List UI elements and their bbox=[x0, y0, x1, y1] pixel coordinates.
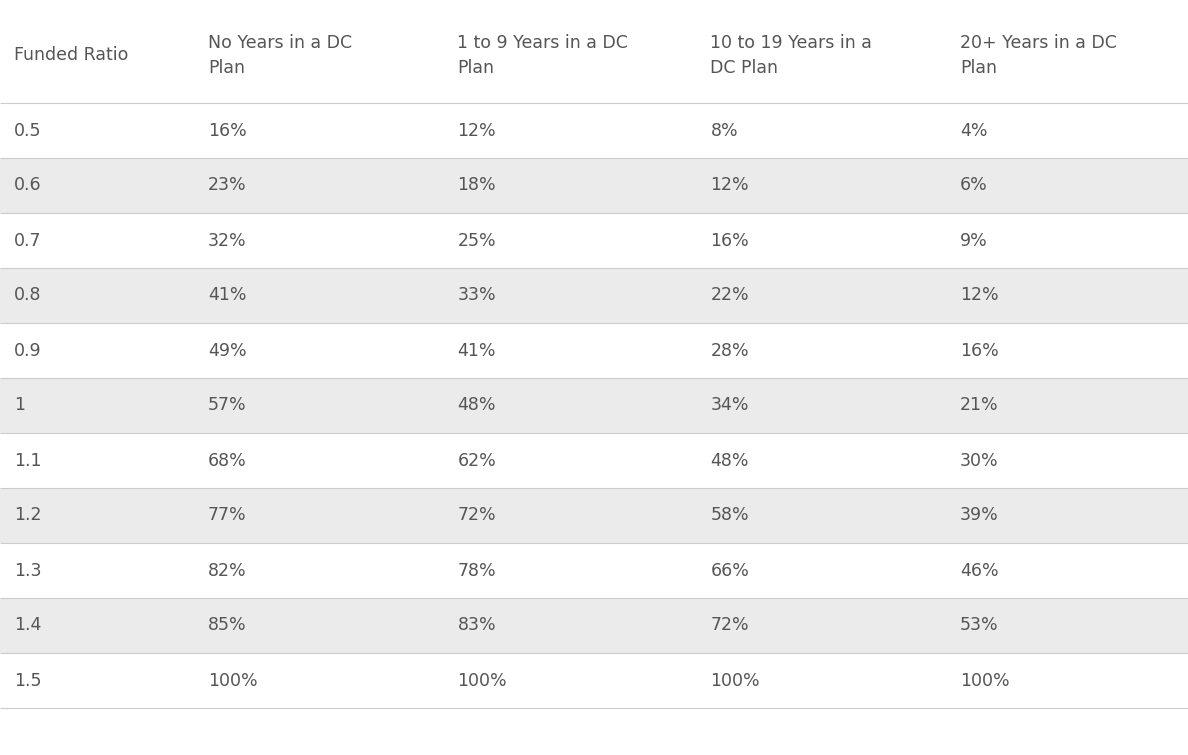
Text: 100%: 100% bbox=[960, 671, 1010, 689]
Text: Funded Ratio: Funded Ratio bbox=[14, 47, 128, 64]
Text: 58%: 58% bbox=[710, 507, 750, 525]
Text: 72%: 72% bbox=[457, 507, 497, 525]
Bar bbox=[0, 213, 1188, 268]
Text: 49%: 49% bbox=[208, 341, 247, 359]
Text: 28%: 28% bbox=[710, 341, 750, 359]
Text: 6%: 6% bbox=[960, 177, 987, 195]
Text: 30%: 30% bbox=[960, 451, 999, 470]
Text: 1.1: 1.1 bbox=[14, 451, 42, 470]
Text: 72%: 72% bbox=[710, 617, 750, 634]
Text: 16%: 16% bbox=[960, 341, 999, 359]
Text: 83%: 83% bbox=[457, 617, 497, 634]
Text: 100%: 100% bbox=[457, 671, 507, 689]
Text: 78%: 78% bbox=[457, 562, 497, 580]
Text: 39%: 39% bbox=[960, 507, 999, 525]
Text: 20+ Years in a DC
Plan: 20+ Years in a DC Plan bbox=[960, 34, 1117, 77]
Text: 23%: 23% bbox=[208, 177, 247, 195]
Text: 12%: 12% bbox=[457, 122, 497, 140]
Text: 0.6: 0.6 bbox=[14, 177, 42, 195]
Text: 41%: 41% bbox=[208, 286, 246, 304]
Text: 53%: 53% bbox=[960, 617, 999, 634]
Bar bbox=[0, 8, 1188, 103]
Text: 82%: 82% bbox=[208, 562, 247, 580]
Text: 4%: 4% bbox=[960, 122, 987, 140]
Text: 33%: 33% bbox=[457, 286, 497, 304]
Text: 18%: 18% bbox=[457, 177, 497, 195]
Bar bbox=[0, 378, 1188, 433]
Text: 12%: 12% bbox=[960, 286, 999, 304]
Text: No Years in a DC
Plan: No Years in a DC Plan bbox=[208, 34, 352, 77]
Text: 0.5: 0.5 bbox=[14, 122, 42, 140]
Bar bbox=[0, 323, 1188, 378]
Text: 32%: 32% bbox=[208, 232, 247, 249]
Bar bbox=[0, 598, 1188, 653]
Text: 100%: 100% bbox=[208, 671, 258, 689]
Bar bbox=[0, 103, 1188, 158]
Text: 22%: 22% bbox=[710, 286, 750, 304]
Text: 1.5: 1.5 bbox=[14, 671, 42, 689]
Text: 57%: 57% bbox=[208, 396, 247, 414]
Text: 10 to 19 Years in a
DC Plan: 10 to 19 Years in a DC Plan bbox=[710, 34, 872, 77]
Text: 62%: 62% bbox=[457, 451, 497, 470]
Text: 85%: 85% bbox=[208, 617, 247, 634]
Text: 34%: 34% bbox=[710, 396, 748, 414]
Text: 46%: 46% bbox=[960, 562, 999, 580]
Text: 0.9: 0.9 bbox=[14, 341, 42, 359]
Bar bbox=[0, 543, 1188, 598]
Text: 0.8: 0.8 bbox=[14, 286, 42, 304]
Text: 9%: 9% bbox=[960, 232, 987, 249]
Text: 1.4: 1.4 bbox=[14, 617, 42, 634]
Text: 48%: 48% bbox=[457, 396, 495, 414]
Bar bbox=[0, 433, 1188, 488]
Text: 0.7: 0.7 bbox=[14, 232, 42, 249]
Bar bbox=[0, 158, 1188, 213]
Text: 1 to 9 Years in a DC
Plan: 1 to 9 Years in a DC Plan bbox=[457, 34, 628, 77]
Bar bbox=[0, 488, 1188, 543]
Text: 68%: 68% bbox=[208, 451, 247, 470]
Bar bbox=[0, 268, 1188, 323]
Text: 12%: 12% bbox=[710, 177, 750, 195]
Text: 41%: 41% bbox=[457, 341, 495, 359]
Text: 8%: 8% bbox=[710, 122, 738, 140]
Text: 25%: 25% bbox=[457, 232, 497, 249]
Text: 16%: 16% bbox=[208, 122, 247, 140]
Text: 66%: 66% bbox=[710, 562, 750, 580]
Text: 1.3: 1.3 bbox=[14, 562, 42, 580]
Text: 16%: 16% bbox=[710, 232, 750, 249]
Text: 48%: 48% bbox=[710, 451, 748, 470]
Bar bbox=[0, 653, 1188, 708]
Text: 77%: 77% bbox=[208, 507, 247, 525]
Text: 1: 1 bbox=[14, 396, 25, 414]
Text: 100%: 100% bbox=[710, 671, 760, 689]
Text: 1.2: 1.2 bbox=[14, 507, 42, 525]
Text: 21%: 21% bbox=[960, 396, 999, 414]
